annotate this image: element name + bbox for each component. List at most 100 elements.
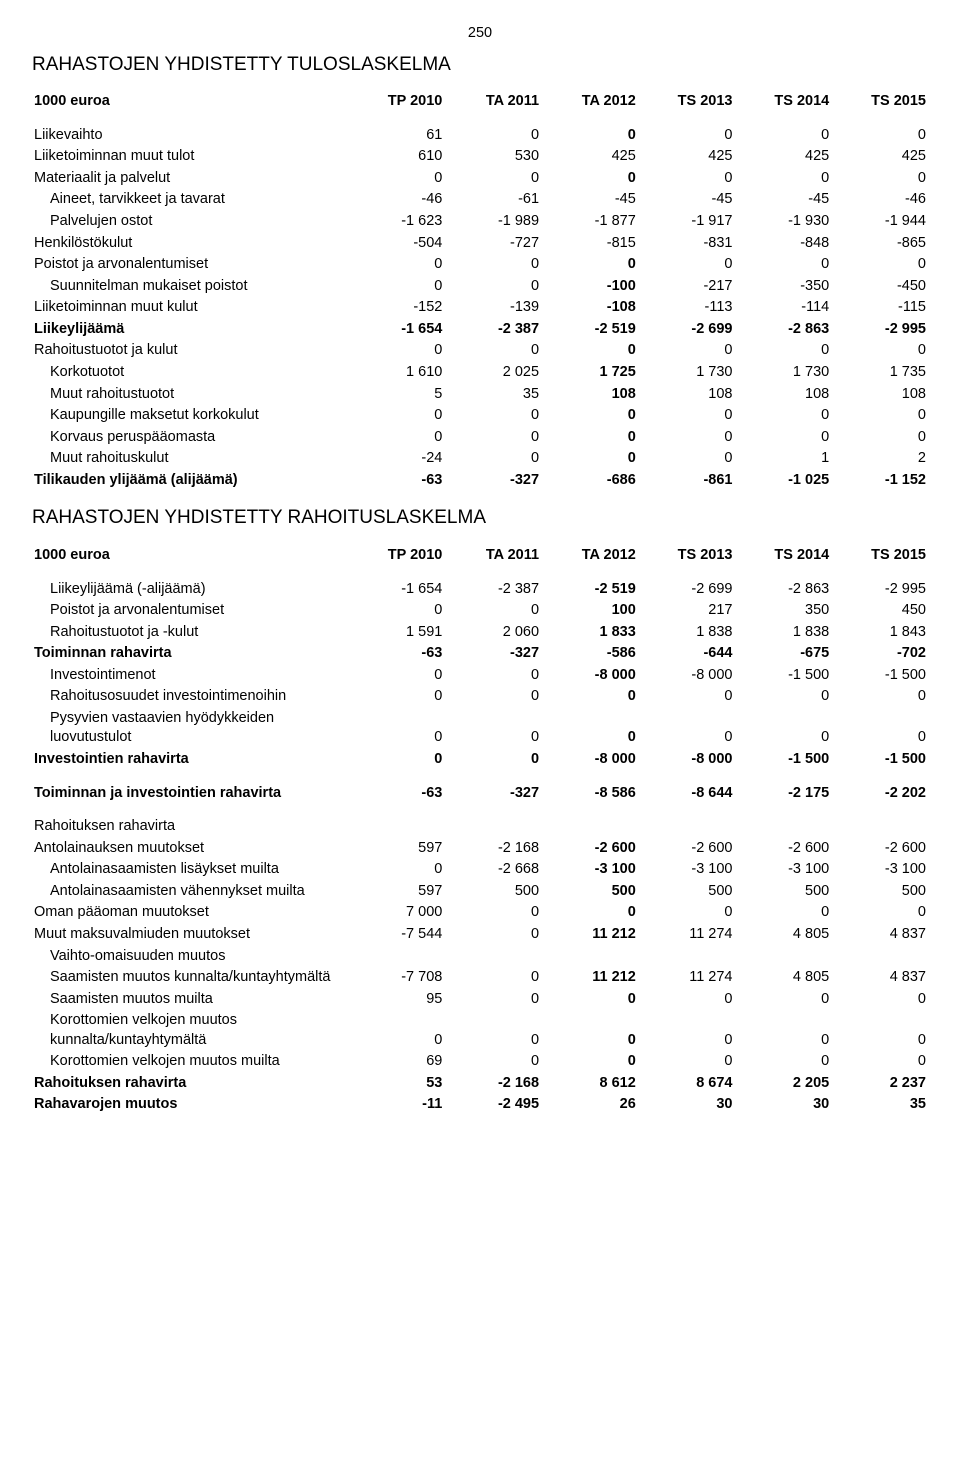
table-row: Kaupungille maksetut korkokulut000000 bbox=[32, 405, 928, 427]
row-value: -1 500 bbox=[831, 749, 928, 771]
row-value: -7 708 bbox=[348, 967, 445, 989]
row-value: -1 944 bbox=[831, 211, 928, 233]
row-value: -327 bbox=[444, 470, 541, 492]
row-value: 425 bbox=[735, 146, 832, 168]
row-value: 0 bbox=[735, 989, 832, 1011]
table-row: Rahoitustuotot ja kulut000000 bbox=[32, 340, 928, 362]
row-value: 0 bbox=[541, 405, 638, 427]
spacer-row bbox=[32, 771, 928, 783]
row-value: -2 519 bbox=[541, 319, 638, 341]
row-value: 1 838 bbox=[735, 622, 832, 644]
row-value: 0 bbox=[735, 686, 832, 708]
table-row: Korottomien velkojen muutos kunnalta/kun… bbox=[32, 1010, 928, 1051]
row-value: 35 bbox=[444, 384, 541, 406]
row-value: -46 bbox=[831, 189, 928, 211]
row-value: 500 bbox=[444, 881, 541, 903]
row-value: -504 bbox=[348, 233, 445, 255]
row-value: -815 bbox=[541, 233, 638, 255]
row-value: 0 bbox=[541, 340, 638, 362]
row-value: 7 000 bbox=[348, 902, 445, 924]
row-value bbox=[541, 946, 638, 968]
row-value: 0 bbox=[348, 276, 445, 298]
row-value: -586 bbox=[541, 643, 638, 665]
row-value: -8 644 bbox=[638, 783, 735, 805]
row-value: 30 bbox=[735, 1094, 832, 1116]
col-header: TS 2015 bbox=[831, 545, 928, 567]
row-value: -2 202 bbox=[831, 783, 928, 805]
row-value: -217 bbox=[638, 276, 735, 298]
row-value: -3 100 bbox=[831, 859, 928, 881]
row-value: -63 bbox=[348, 783, 445, 805]
row-value: 0 bbox=[444, 665, 541, 687]
row-value: -1 654 bbox=[348, 319, 445, 341]
row-value: 2 025 bbox=[444, 362, 541, 384]
row-value: 425 bbox=[638, 146, 735, 168]
row-value: 0 bbox=[348, 405, 445, 427]
row-value: -2 600 bbox=[638, 838, 735, 860]
row-value: 0 bbox=[831, 1010, 928, 1051]
row-value: -3 100 bbox=[638, 859, 735, 881]
row-value: 61 bbox=[348, 125, 445, 147]
row-value: 1 bbox=[735, 448, 832, 470]
row-value: -1 930 bbox=[735, 211, 832, 233]
row-value: 597 bbox=[348, 838, 445, 860]
row-label: Liiketoiminnan muut tulot bbox=[32, 146, 348, 168]
table-row: Palvelujen ostot-1 623-1 989-1 877-1 917… bbox=[32, 211, 928, 233]
row-value: 8 612 bbox=[541, 1073, 638, 1095]
row-value: 108 bbox=[735, 384, 832, 406]
row-value: -115 bbox=[831, 297, 928, 319]
row-value: -11 bbox=[348, 1094, 445, 1116]
row-value: 0 bbox=[541, 168, 638, 190]
row-label: Korottomien velkojen muutos muilta bbox=[32, 1051, 348, 1073]
row-value: 0 bbox=[348, 340, 445, 362]
row-value: 0 bbox=[444, 405, 541, 427]
table-row: Antolainasaamisten vähennykset muilta597… bbox=[32, 881, 928, 903]
unit-label: 1000 euroa bbox=[32, 545, 348, 567]
row-value: 0 bbox=[541, 686, 638, 708]
row-value: -327 bbox=[444, 643, 541, 665]
row-value: 108 bbox=[541, 384, 638, 406]
row-value: 1 833 bbox=[541, 622, 638, 644]
row-label: Saamisten muutos muilta bbox=[32, 989, 348, 1011]
row-value: -2 387 bbox=[444, 319, 541, 341]
income-header-row: 1000 euroa TP 2010 TA 2011 TA 2012 TS 20… bbox=[32, 91, 928, 113]
row-label: Aineet, tarvikkeet ja tavarat bbox=[32, 189, 348, 211]
row-value: 100 bbox=[541, 600, 638, 622]
table-row: Rahoituksen rahavirta bbox=[32, 816, 928, 838]
row-value: 0 bbox=[444, 254, 541, 276]
financing-table: 1000 euroa TP 2010 TA 2011 TA 2012 TS 20… bbox=[32, 545, 928, 1116]
table-row: Liikeylijäämä (-alijäämä)-1 654-2 387-2 … bbox=[32, 579, 928, 601]
row-value: -2 699 bbox=[638, 319, 735, 341]
row-value: 0 bbox=[735, 254, 832, 276]
row-value: -1 654 bbox=[348, 579, 445, 601]
row-value: 0 bbox=[444, 989, 541, 1011]
row-value: -1 877 bbox=[541, 211, 638, 233]
row-value: -2 863 bbox=[735, 319, 832, 341]
row-value: 1 735 bbox=[831, 362, 928, 384]
row-value: 0 bbox=[831, 340, 928, 362]
row-value: 0 bbox=[638, 448, 735, 470]
row-value: 0 bbox=[735, 1010, 832, 1051]
table-row: Tilikauden ylijäämä (alijäämä)-63-327-68… bbox=[32, 470, 928, 492]
row-value: 0 bbox=[444, 276, 541, 298]
row-label: Antolainasaamisten lisäykset muilta bbox=[32, 859, 348, 881]
row-value bbox=[831, 816, 928, 838]
row-label: Muut maksuvalmiuden muutokset bbox=[32, 924, 348, 946]
col-header: TA 2011 bbox=[444, 91, 541, 113]
row-value: 425 bbox=[831, 146, 928, 168]
row-label: Rahoitustuotot ja -kulut bbox=[32, 622, 348, 644]
row-label: Antolainasaamisten vähennykset muilta bbox=[32, 881, 348, 903]
row-value: -8 000 bbox=[638, 665, 735, 687]
row-value: 530 bbox=[444, 146, 541, 168]
row-value: 0 bbox=[735, 902, 832, 924]
row-value: 0 bbox=[638, 1051, 735, 1073]
row-value: 11 212 bbox=[541, 924, 638, 946]
row-label: Muut rahoitustuotot bbox=[32, 384, 348, 406]
row-value bbox=[444, 946, 541, 968]
row-value: 0 bbox=[541, 1051, 638, 1073]
row-value: 2 205 bbox=[735, 1073, 832, 1095]
row-value: 0 bbox=[735, 427, 832, 449]
row-label: Antolainauksen muutokset bbox=[32, 838, 348, 860]
spacer-row bbox=[32, 804, 928, 816]
row-label: Rahoitustuotot ja kulut bbox=[32, 340, 348, 362]
